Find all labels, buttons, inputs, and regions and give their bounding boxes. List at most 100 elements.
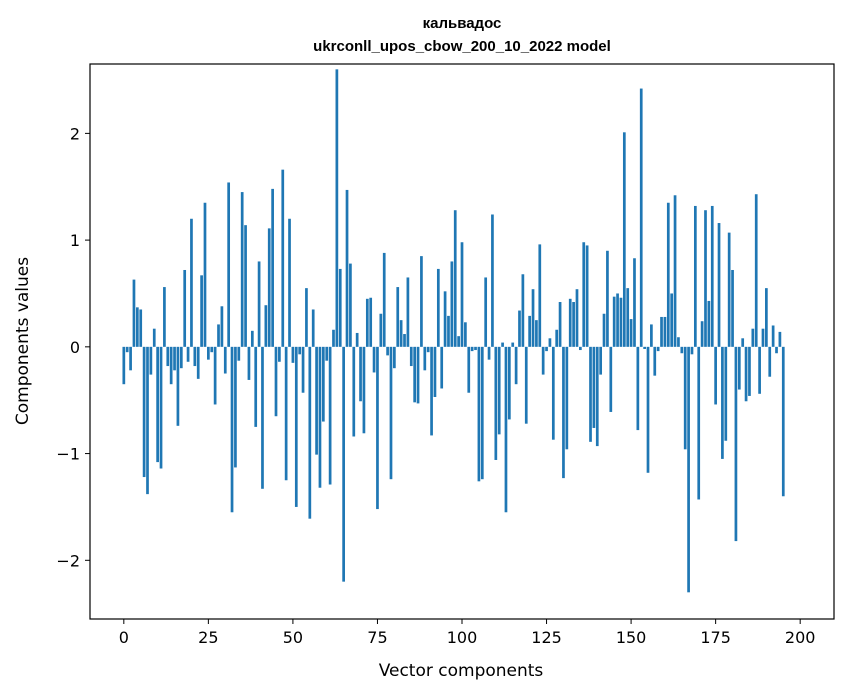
bar xyxy=(135,307,139,347)
bar xyxy=(176,346,180,426)
x-axis-ticks: 0 25 50 75 100 125 150 175 200 xyxy=(119,619,815,647)
bars-group xyxy=(122,69,785,593)
bar xyxy=(139,309,143,347)
bar xyxy=(507,346,511,420)
bar xyxy=(741,338,745,347)
bar xyxy=(240,192,244,347)
bar xyxy=(619,297,623,347)
bar xyxy=(582,242,586,347)
bar xyxy=(179,346,183,369)
bar xyxy=(230,346,234,513)
bar xyxy=(261,346,264,489)
bar xyxy=(592,346,596,428)
bar xyxy=(541,346,545,375)
bar xyxy=(281,169,285,347)
bar xyxy=(193,346,197,367)
bar xyxy=(609,346,613,412)
bar xyxy=(274,346,278,417)
bar xyxy=(494,346,498,460)
bar xyxy=(734,346,738,542)
bar xyxy=(403,334,406,347)
bar xyxy=(359,346,362,402)
bar xyxy=(646,346,650,473)
bar xyxy=(758,346,761,394)
bar xyxy=(721,346,724,459)
bar xyxy=(443,291,447,347)
bar xyxy=(244,225,247,347)
bar xyxy=(690,346,694,355)
bar xyxy=(122,346,126,385)
bar xyxy=(352,346,356,437)
bar xyxy=(504,346,508,513)
bar xyxy=(538,244,542,347)
bar xyxy=(693,205,697,347)
bar xyxy=(589,346,592,442)
bar xyxy=(284,346,288,481)
x-tick-label: 175 xyxy=(700,628,731,647)
bar xyxy=(579,346,582,351)
bar xyxy=(393,346,396,369)
bar xyxy=(464,322,467,347)
bar xyxy=(376,346,379,510)
bar xyxy=(132,279,136,347)
bar xyxy=(234,346,237,468)
bar xyxy=(491,214,494,347)
bar xyxy=(585,245,589,347)
bar xyxy=(227,182,231,347)
bar xyxy=(484,277,488,347)
bar xyxy=(680,346,684,354)
bar xyxy=(298,346,302,355)
bar xyxy=(338,268,342,347)
chart-subtitle: ukrconll_upos_cbow_200_10_2022 model xyxy=(313,38,611,55)
bar xyxy=(247,346,251,380)
bar xyxy=(666,202,670,347)
bar xyxy=(308,346,312,519)
bar xyxy=(156,346,159,463)
bar xyxy=(771,325,775,347)
x-tick-label: 125 xyxy=(531,628,562,647)
bar xyxy=(761,328,765,347)
bar xyxy=(440,346,444,389)
bar xyxy=(372,346,376,373)
bar xyxy=(423,346,427,371)
chart-title: кальвадос xyxy=(423,15,502,32)
bar xyxy=(217,324,220,347)
bar xyxy=(365,298,369,347)
bar xyxy=(487,346,491,360)
bar xyxy=(636,346,640,431)
bar xyxy=(186,346,190,362)
bar xyxy=(697,346,701,500)
x-tick-label: 100 xyxy=(447,628,478,647)
bar xyxy=(318,346,322,488)
bar xyxy=(555,329,559,347)
bar xyxy=(751,328,755,347)
bar xyxy=(152,328,156,347)
bar xyxy=(416,346,420,404)
bar xyxy=(548,338,552,347)
bar xyxy=(595,346,599,447)
bar xyxy=(389,346,393,480)
bar xyxy=(223,346,227,374)
x-tick-label: 75 xyxy=(367,628,387,647)
x-axis-label: Vector components xyxy=(379,661,544,681)
y-axis-label: Components values xyxy=(13,257,33,425)
bar xyxy=(210,346,214,353)
bar xyxy=(558,302,562,347)
y-tick-label: 0 xyxy=(70,338,80,357)
bar xyxy=(183,269,187,347)
bar xyxy=(430,346,433,436)
bar xyxy=(768,346,772,377)
bar xyxy=(477,346,481,482)
bar xyxy=(220,306,224,347)
bar xyxy=(639,88,643,347)
bar xyxy=(271,188,274,347)
bar xyxy=(562,346,565,479)
bar xyxy=(169,346,173,385)
y-tick-label: 2 xyxy=(70,124,80,143)
bar xyxy=(257,261,261,347)
bar xyxy=(480,346,484,480)
y-tick-label: 1 xyxy=(70,231,80,250)
bar xyxy=(288,218,291,347)
bar xyxy=(501,342,504,347)
